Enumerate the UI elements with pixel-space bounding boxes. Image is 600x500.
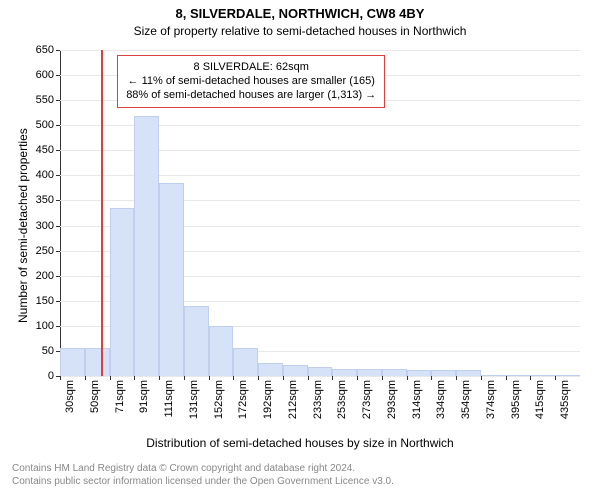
chart-subtitle: Size of property relative to semi-detach… <box>0 24 600 38</box>
x-tick-label: 212sqm <box>287 376 299 419</box>
x-tick-label: 192sqm <box>262 376 274 419</box>
histogram-bar <box>308 367 333 376</box>
x-tick-label: 293sqm <box>386 376 398 419</box>
x-tick-label: 253sqm <box>336 376 348 419</box>
x-tick-label: 30sqm <box>64 376 76 413</box>
x-tick-label: 233sqm <box>312 376 324 419</box>
histogram-bar <box>258 363 283 376</box>
histogram-bar <box>85 348 110 376</box>
x-tick-label: 91sqm <box>138 376 150 413</box>
annotation-line-3: 88% of semi-detached houses are larger (… <box>126 88 376 102</box>
x-tick-label: 152sqm <box>213 376 225 419</box>
histogram-bar <box>332 369 357 376</box>
histogram-bar <box>184 306 209 376</box>
annotation-box: 8 SILVERDALE: 62sqm ← 11% of semi-detach… <box>117 55 385 108</box>
x-tick-label: 374sqm <box>485 376 497 419</box>
plot-area: 0501001502002503003504004505005506006503… <box>60 50 580 376</box>
x-tick-label: 415sqm <box>534 376 546 419</box>
x-tick-label: 172sqm <box>237 376 249 419</box>
attribution-footer: Contains HM Land Registry data © Crown c… <box>12 462 394 488</box>
histogram-bar <box>134 116 159 376</box>
marker-vertical-line <box>101 50 103 376</box>
x-tick-label: 354sqm <box>460 376 472 419</box>
histogram-bar <box>159 183 184 376</box>
histogram-bar <box>209 326 234 376</box>
x-tick-label: 131sqm <box>188 376 200 419</box>
footer-line-1: Contains HM Land Registry data © Crown c… <box>12 462 394 475</box>
x-axis-label: Distribution of semi-detached houses by … <box>0 436 600 450</box>
histogram-bar <box>233 348 258 376</box>
annotation-line-2: ← 11% of semi-detached houses are smalle… <box>126 74 376 88</box>
x-tick-label: 435sqm <box>559 376 571 419</box>
histogram-bar <box>283 365 308 376</box>
annotation-line-1: 8 SILVERDALE: 62sqm <box>126 60 376 74</box>
x-tick-label: 314sqm <box>411 376 423 419</box>
footer-line-2: Contains public sector information licen… <box>12 475 394 488</box>
histogram-bar <box>60 348 85 376</box>
x-tick-label: 273sqm <box>361 376 373 419</box>
grid-line <box>60 50 580 51</box>
x-tick-label: 71sqm <box>114 376 126 413</box>
y-axis-line <box>60 50 61 376</box>
x-tick-label: 334sqm <box>435 376 447 419</box>
histogram-bar <box>110 208 135 376</box>
chart-container: { "chart": { "type": "histogram", "width… <box>0 0 600 500</box>
x-tick-label: 395sqm <box>510 376 522 419</box>
x-tick-label: 111sqm <box>163 376 175 418</box>
y-axis-label: Number of semi-detached properties <box>16 128 30 323</box>
x-tick-label: 50sqm <box>89 376 101 413</box>
chart-title-address: 8, SILVERDALE, NORTHWICH, CW8 4BY <box>0 6 600 21</box>
